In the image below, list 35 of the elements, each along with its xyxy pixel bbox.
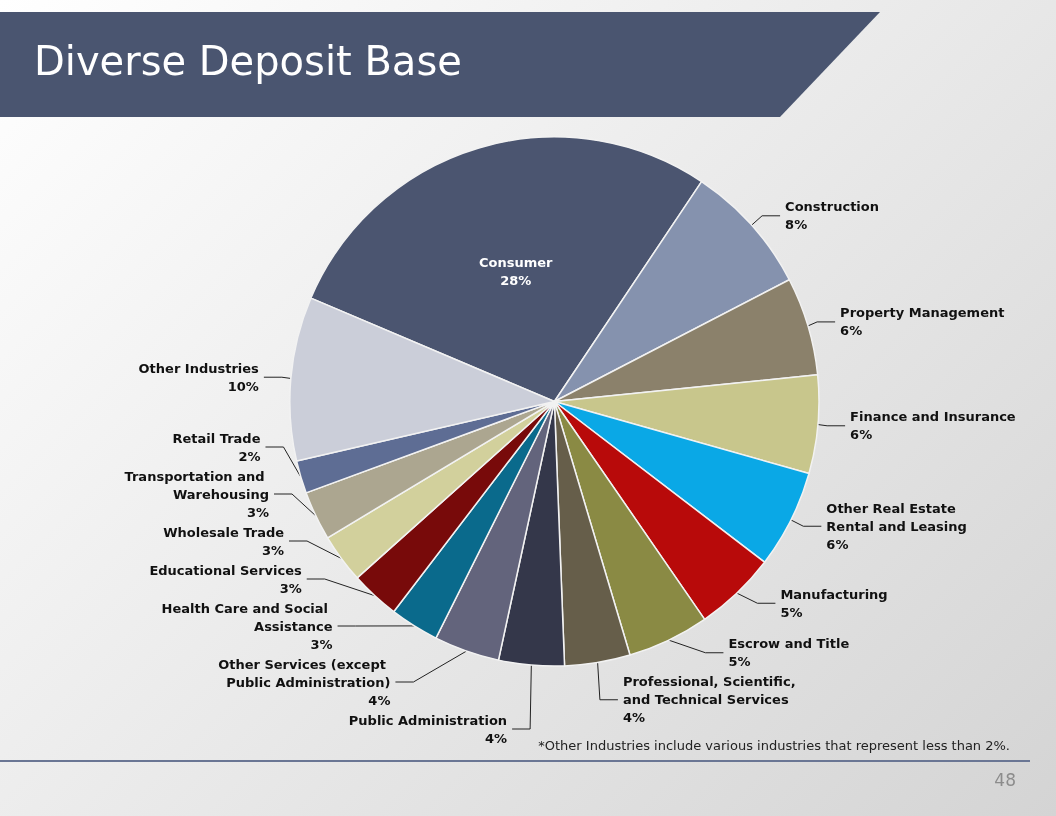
chart-title: Diverse Deposit Base — [34, 38, 462, 84]
slice-label: Construction — [785, 199, 880, 215]
data-label: 3% — [246, 504, 270, 520]
slice-label: Property Management — [840, 305, 1005, 321]
data-label: 6% — [840, 323, 863, 339]
slice-label: Professional, Scientific, and Technical Services — [622, 674, 801, 708]
slice-label: Escrow and Title — [728, 636, 850, 652]
data-label: 4% — [485, 730, 508, 746]
data-label: 2% — [238, 448, 261, 464]
slice-label: Consumer — [479, 255, 554, 271]
data-label: 10% — [227, 378, 259, 394]
slice-label: Other Services (except Public Administration) — [218, 656, 391, 690]
slice-label: Retail Trade — [172, 430, 261, 446]
text: *Other Industries include various industries that represent less than 2%. — [538, 738, 1010, 753]
data-label: 5% — [780, 604, 803, 620]
slice-label: Other Real Estate Rental and Leasing — [826, 500, 967, 534]
text: 48 — [994, 770, 1016, 790]
data-label: 4% — [622, 710, 645, 726]
slice-label: Health Care and Social Assistance — [161, 600, 333, 634]
slice-label: Public Administration — [348, 712, 508, 728]
data-label: 6% — [826, 536, 849, 552]
data-label: 3% — [310, 636, 333, 652]
slice-label: Manufacturing — [780, 586, 888, 602]
slice-label: Other Industries — [138, 360, 260, 376]
data-label: 3% — [261, 542, 285, 558]
slice-label: Educational Services — [149, 562, 302, 578]
data-label: 6% — [850, 427, 873, 443]
data-label: 5% — [728, 654, 751, 670]
data-label: 28% — [500, 273, 532, 289]
data-label: 4% — [368, 692, 391, 708]
data-label: 3% — [279, 580, 302, 596]
slice-label: Wholesale Trade — [163, 524, 285, 540]
slice-label: Transportation and Warehousing — [124, 468, 270, 502]
data-label: 8% — [785, 217, 808, 233]
slice-label: Finance and Insurance — [850, 409, 1016, 425]
